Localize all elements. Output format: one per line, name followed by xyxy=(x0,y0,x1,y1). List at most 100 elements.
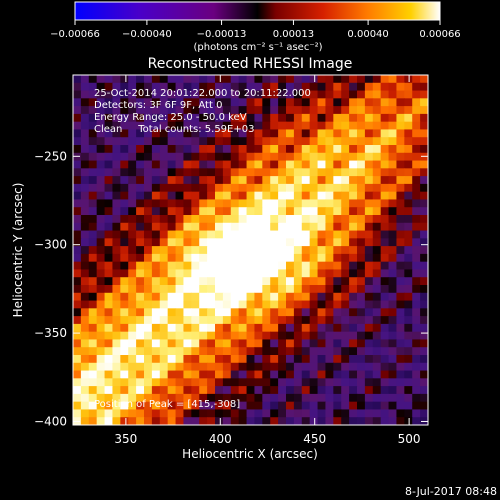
heatmap-cell xyxy=(120,82,129,92)
heatmap-cell xyxy=(301,246,311,255)
heatmap-cell xyxy=(278,277,287,286)
heatmap-cell xyxy=(88,331,98,341)
heatmap-cell xyxy=(341,386,350,395)
heatmap-cell xyxy=(364,129,374,138)
heatmap-cell xyxy=(270,168,279,177)
heatmap-cell xyxy=(270,106,279,115)
heatmap-cell xyxy=(309,362,319,372)
heatmap-cell xyxy=(317,106,327,115)
heatmap-cell xyxy=(364,199,374,208)
heatmap-cell xyxy=(333,300,342,309)
heatmap-cell xyxy=(364,362,374,372)
heatmap-cell xyxy=(262,401,271,411)
heatmap-cell xyxy=(120,246,129,255)
heatmap-cell xyxy=(104,331,114,341)
heatmap-cell xyxy=(278,347,287,356)
heatmap-cell xyxy=(301,417,311,425)
heatmap-cell xyxy=(96,82,106,92)
heatmap-cell xyxy=(254,222,263,232)
heatmap-cell xyxy=(159,285,169,294)
colorbar-tick-label: 0.00040 xyxy=(347,29,388,40)
heatmap-cell xyxy=(293,277,303,286)
heatmap-cell xyxy=(167,378,177,387)
heatmap-cell xyxy=(301,183,311,193)
heatmap-cell xyxy=(364,339,374,348)
heatmap-cell xyxy=(412,355,421,364)
heatmap-cell xyxy=(396,191,405,201)
heatmap-cell xyxy=(404,269,413,278)
heatmap-cell xyxy=(364,277,374,286)
heatmap-cell xyxy=(96,152,106,162)
heatmap-cell xyxy=(144,98,153,107)
heatmap-cell xyxy=(175,285,185,294)
heatmap-cell xyxy=(88,129,98,138)
heatmap-cell xyxy=(412,207,421,216)
heatmap-cell xyxy=(301,238,311,247)
heatmap-cell xyxy=(309,300,319,309)
heatmap-cell xyxy=(293,160,303,169)
heatmap-cell xyxy=(262,82,271,92)
heatmap-cell xyxy=(388,113,398,123)
heatmap-cell xyxy=(215,409,224,418)
heatmap-cell xyxy=(128,370,137,379)
heatmap-cell xyxy=(104,145,114,154)
heatmap-cell xyxy=(246,238,256,247)
heatmap-cell xyxy=(183,269,192,278)
heatmap-cell xyxy=(199,129,208,138)
heatmap-cell xyxy=(136,75,145,84)
heatmap-cell xyxy=(246,401,256,411)
heatmap-cell xyxy=(317,113,327,123)
heatmap-cell xyxy=(96,145,106,154)
heatmap-cell xyxy=(412,129,421,138)
heatmap-cell xyxy=(175,331,185,341)
heatmap-cell xyxy=(301,160,311,169)
heatmap-cell xyxy=(112,183,121,193)
heatmap-cell xyxy=(191,378,200,387)
heatmap-cell xyxy=(349,386,358,395)
heatmap-cell xyxy=(80,113,90,123)
heatmap-cell xyxy=(151,191,161,201)
heatmap-cell xyxy=(333,160,342,169)
heatmap-cell xyxy=(191,191,200,201)
heatmap-cell xyxy=(222,82,232,92)
heatmap-cell xyxy=(364,355,374,364)
heatmap-cell xyxy=(183,370,192,379)
heatmap-cell xyxy=(396,292,405,302)
heatmap-cell xyxy=(404,331,413,341)
heatmap-cell xyxy=(404,145,413,154)
heatmap-cell xyxy=(167,129,177,138)
heatmap-cell xyxy=(112,90,121,99)
heatmap-cell xyxy=(412,90,421,99)
heatmap-cell xyxy=(144,121,153,131)
heatmap-cell xyxy=(270,409,279,418)
heatmap-cell xyxy=(246,176,256,185)
heatmap-cell xyxy=(325,355,334,364)
heatmap-cell xyxy=(270,230,279,239)
heatmap-cell xyxy=(420,137,428,146)
heatmap-cell xyxy=(104,191,114,201)
heatmap-cell xyxy=(396,393,405,403)
heatmap-cell xyxy=(167,323,177,333)
heatmap-cell xyxy=(349,215,358,224)
heatmap-cell xyxy=(388,409,398,418)
heatmap-cell xyxy=(136,168,145,177)
heatmap-cell xyxy=(372,75,382,84)
heatmap-cell xyxy=(372,362,382,372)
heatmap-cell xyxy=(80,230,90,239)
heatmap-cell xyxy=(286,355,295,364)
heatmap-cell xyxy=(278,75,287,84)
heatmap-cell xyxy=(175,98,185,107)
heatmap-cell xyxy=(144,207,153,216)
heatmap-cell xyxy=(144,331,153,341)
heatmap-cell xyxy=(88,75,98,84)
heatmap-cell xyxy=(278,370,287,379)
heatmap-cell xyxy=(159,191,169,201)
heatmap-cell xyxy=(96,246,106,255)
heatmap-cell xyxy=(230,121,240,131)
heatmap-cell xyxy=(404,393,413,403)
heatmap-cell xyxy=(151,409,161,418)
heatmap-cell xyxy=(191,106,200,115)
heatmap-cell xyxy=(317,277,327,286)
heatmap-cell xyxy=(301,409,311,418)
heatmap-cell xyxy=(120,261,129,271)
